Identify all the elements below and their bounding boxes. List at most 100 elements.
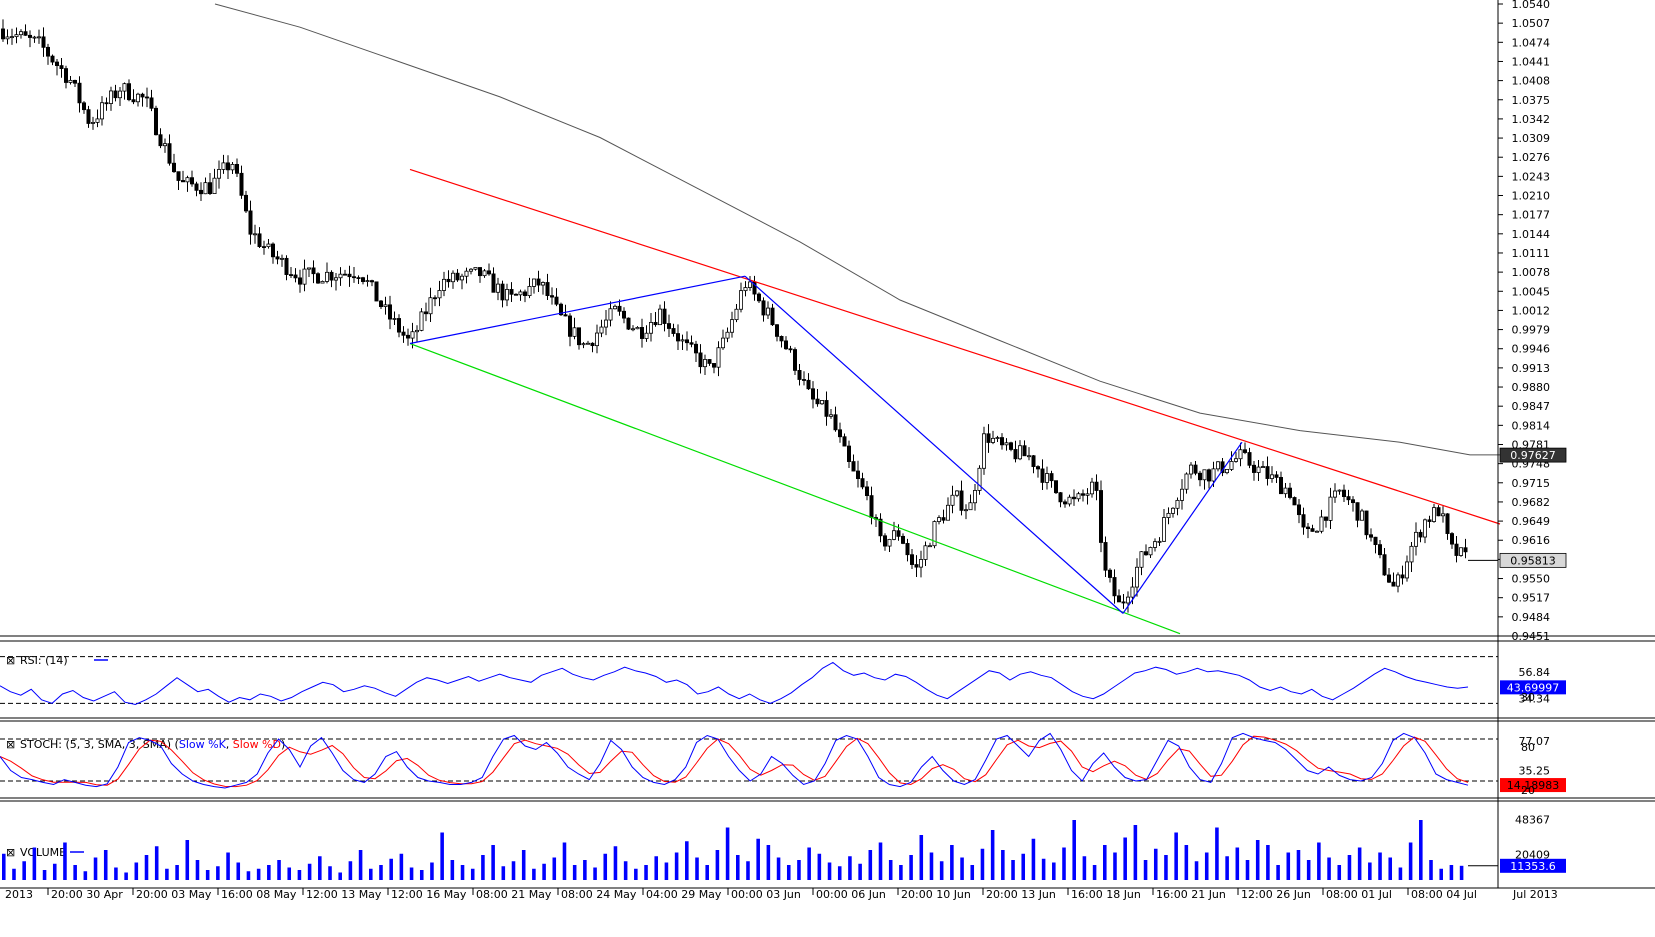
rsi-series-line xyxy=(0,661,1469,706)
price-tick-label: 1.0111 xyxy=(1512,247,1551,260)
candle-body xyxy=(329,271,334,281)
candle-body xyxy=(662,308,667,324)
candle-body xyxy=(1049,473,1054,482)
volume-bar xyxy=(2,853,6,880)
volume-bar xyxy=(134,862,139,880)
candle-body xyxy=(865,486,870,497)
candle-body xyxy=(378,300,383,307)
candle-body xyxy=(1414,531,1419,547)
candle-body xyxy=(1162,517,1167,542)
candle-body xyxy=(1252,464,1257,473)
price-tick-label: 1.0507 xyxy=(1512,17,1551,30)
candle-body xyxy=(631,328,636,331)
candle-body xyxy=(252,233,257,236)
volume-bar xyxy=(1194,861,1199,880)
price-tick-label: 1.0177 xyxy=(1512,209,1551,222)
candle-body xyxy=(590,342,595,347)
candle-body xyxy=(1067,496,1072,505)
candle-body xyxy=(788,348,793,351)
candle-body xyxy=(1288,487,1293,498)
volume-bar xyxy=(195,860,200,880)
candle-body xyxy=(928,545,933,548)
candle-body xyxy=(1126,596,1131,604)
candle-body xyxy=(550,295,555,298)
volume-bar xyxy=(409,867,414,880)
candle-body xyxy=(518,291,523,296)
volume-bar xyxy=(695,857,699,880)
candle-body xyxy=(32,36,37,39)
candle-body xyxy=(131,99,136,103)
candle-body xyxy=(1184,473,1189,490)
candle-body xyxy=(923,545,928,560)
stoch-label-sep: , xyxy=(226,738,233,751)
volume-bar xyxy=(1103,845,1107,880)
candle-body xyxy=(1058,492,1063,503)
volume-axis-label: 48367 xyxy=(1515,814,1550,827)
candle-body xyxy=(1333,490,1338,498)
candle-body xyxy=(279,257,284,260)
volume-bar xyxy=(715,850,720,880)
candle-body xyxy=(595,332,600,347)
candle-body xyxy=(1117,595,1122,603)
volume-bar xyxy=(236,862,241,880)
candle-body xyxy=(1346,496,1351,501)
candle-body xyxy=(1027,455,1032,458)
stoch-label-params: STOCH: (5, 3, SMA, 3, SMA) ( xyxy=(20,738,179,751)
stoch-label: STOCH: (5, 3, SMA, 3, SMA) (Slow %K, Slo… xyxy=(20,738,285,751)
volume-bar xyxy=(450,860,455,880)
candle-body xyxy=(1454,543,1459,556)
candle-body xyxy=(707,359,712,364)
volume-bar xyxy=(664,862,669,880)
candle-body xyxy=(1436,507,1441,517)
current-price-box xyxy=(1499,552,1567,568)
pattern-line-2 xyxy=(1122,441,1243,614)
candle-body xyxy=(9,36,14,39)
candle-body xyxy=(905,543,910,556)
stoch-d-line xyxy=(0,735,1469,788)
candle-body xyxy=(878,518,883,537)
volume-bar xyxy=(226,852,230,880)
candle-body xyxy=(212,177,217,194)
rsi-collapse-icon[interactable]: ⊠ xyxy=(6,654,15,667)
candle-body xyxy=(1369,534,1374,538)
volume-bar xyxy=(593,867,597,880)
time-label: 04:00 29 May xyxy=(646,888,722,901)
candle-body xyxy=(1108,569,1113,578)
candle-body xyxy=(694,343,699,354)
volume-bar xyxy=(1378,852,1382,880)
time-axis: 2013 20:00 30 Apr 20:00 03 May 16:00 08 May… xyxy=(5,888,1558,901)
price-tick-label: 0.9649 xyxy=(1512,515,1551,528)
candle-body xyxy=(1279,477,1284,495)
candle-body xyxy=(73,79,78,84)
candle-body xyxy=(937,517,942,522)
volume-bar xyxy=(114,867,118,880)
price-panel[interactable] xyxy=(0,3,1501,635)
candle-body xyxy=(1153,541,1158,548)
candle-body xyxy=(703,359,708,368)
price-tick-label: 1.0408 xyxy=(1512,75,1551,88)
volume-bar xyxy=(807,847,811,880)
stoch-collapse-icon[interactable]: ⊠ xyxy=(6,738,15,751)
time-label: 12:00 26 Jun xyxy=(1241,888,1311,901)
volume-bar xyxy=(430,862,434,880)
candle-body xyxy=(554,296,559,305)
volume-bar xyxy=(1439,868,1443,880)
candle-body xyxy=(302,268,307,285)
candle-body xyxy=(1103,542,1108,571)
volume-collapse-icon[interactable]: ⊠ xyxy=(6,846,15,859)
candle-body xyxy=(698,352,703,368)
rsi-axis-label: 56.84 xyxy=(1519,666,1551,679)
stochastic-panel[interactable]: ⊠ STOCH: (5, 3, SMA, 3, SMA) (Slow %K, S… xyxy=(0,732,1566,797)
volume-bar xyxy=(511,861,516,880)
candle-body xyxy=(896,530,901,537)
candle-body xyxy=(982,433,987,469)
candle-body xyxy=(504,289,509,301)
candle-body xyxy=(405,334,410,339)
volume-bar xyxy=(1184,845,1189,880)
candle-body xyxy=(1076,493,1081,500)
candle-body xyxy=(968,502,973,511)
candle-body xyxy=(779,335,784,342)
candle-body xyxy=(649,322,654,334)
